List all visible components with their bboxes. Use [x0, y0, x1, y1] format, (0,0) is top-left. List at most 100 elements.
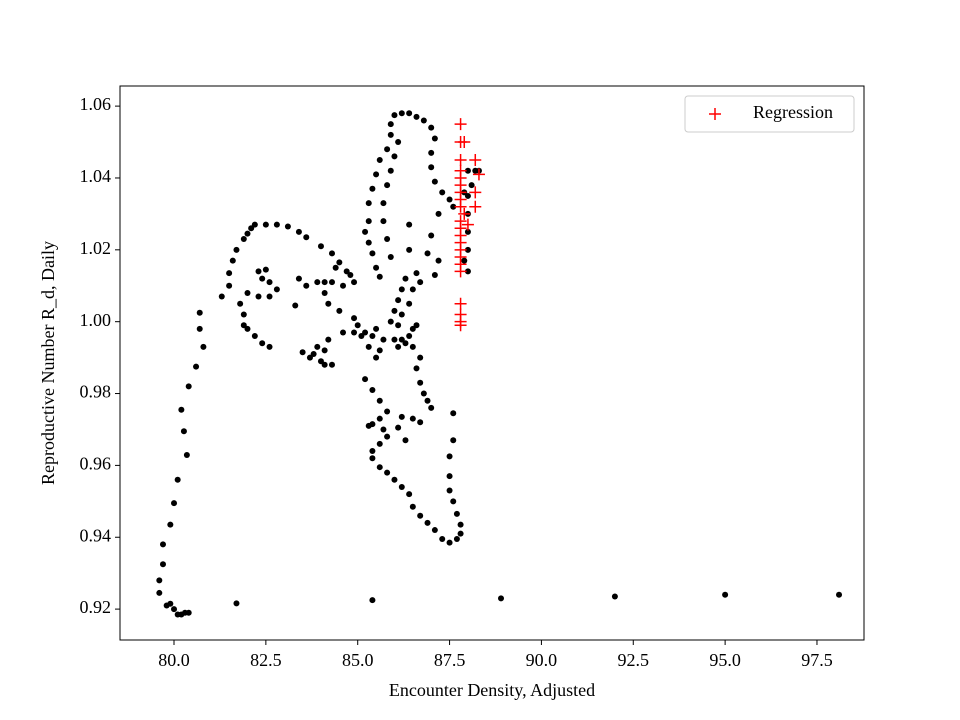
data-point [369, 250, 376, 257]
plot-area [156, 110, 843, 618]
data-point [387, 131, 394, 138]
data-point [722, 591, 729, 598]
data-point [431, 135, 438, 142]
data-point [431, 178, 438, 185]
axes-frame [119, 85, 865, 641]
data-point [255, 293, 262, 300]
data-point [435, 210, 442, 217]
data-point [251, 221, 258, 228]
data-point [196, 325, 203, 332]
data-point [398, 311, 405, 318]
x-tick-label: 87.5 [434, 650, 466, 670]
data-point [351, 279, 358, 286]
data-point [431, 527, 438, 534]
x-tick-label: 92.5 [618, 650, 650, 670]
data-point [450, 437, 457, 444]
data-point [406, 333, 413, 340]
data-point [464, 167, 471, 174]
data-point [314, 343, 321, 350]
data-point [420, 117, 427, 124]
data-point [292, 302, 299, 309]
data-point [373, 325, 380, 332]
data-point [464, 228, 471, 235]
data-point [295, 275, 302, 282]
data-point [384, 433, 391, 440]
data-point [310, 351, 317, 358]
data-point [376, 157, 383, 164]
data-point [461, 218, 474, 231]
data-point [387, 167, 394, 174]
y-tick-label: 0.96 [80, 454, 112, 474]
data-point [325, 336, 332, 343]
data-point [391, 336, 398, 343]
data-point [244, 289, 251, 296]
data-point [454, 154, 467, 167]
data-point [402, 437, 409, 444]
data-point [325, 300, 332, 307]
y-tick-label: 1.02 [80, 238, 112, 258]
data-point [365, 200, 372, 207]
data-point [450, 498, 457, 505]
data-point [395, 139, 402, 146]
data-point [454, 118, 467, 131]
data-point [413, 322, 420, 329]
data-point [461, 257, 468, 264]
data-point [259, 275, 266, 282]
data-point [406, 221, 413, 228]
data-point [226, 282, 233, 289]
data-point [351, 315, 358, 322]
data-point [428, 164, 435, 171]
data-point [343, 268, 350, 275]
data-point [183, 451, 190, 458]
data-point [262, 266, 269, 273]
x-tick-label: 97.5 [801, 650, 833, 670]
data-point [369, 455, 376, 462]
data-point [446, 473, 453, 480]
data-point [233, 600, 240, 607]
data-point [240, 236, 247, 243]
data-point [163, 602, 170, 609]
data-point [413, 270, 420, 277]
data-point [409, 503, 416, 510]
data-point [266, 279, 273, 286]
data-point [454, 297, 467, 310]
data-point [435, 257, 442, 264]
data-point [248, 225, 255, 232]
data-point [409, 325, 416, 332]
data-point [321, 279, 328, 286]
x-tick-label: 80.0 [158, 650, 190, 670]
data-point [373, 264, 380, 271]
data-point [391, 307, 398, 314]
data-point [413, 365, 420, 372]
y-axis-label: Reproductive Number R_d, Daily [38, 241, 58, 485]
data-point [171, 500, 178, 507]
data-point [454, 319, 467, 332]
data-point [384, 236, 391, 243]
data-point [464, 246, 471, 253]
data-point [406, 491, 413, 498]
data-point [167, 521, 174, 528]
x-axis-label: Encounter Density, Adjusted [389, 680, 595, 700]
data-point [439, 189, 446, 196]
y-tick-label: 1.04 [80, 166, 112, 186]
data-point [454, 265, 467, 278]
data-point [262, 221, 269, 228]
data-point [469, 186, 482, 199]
data-point [387, 254, 394, 261]
data-point [450, 410, 457, 417]
data-point [424, 397, 431, 404]
data-point [328, 361, 335, 368]
data-point [273, 221, 280, 228]
data-point [237, 300, 244, 307]
data-point [376, 397, 383, 404]
data-point [398, 483, 405, 490]
data-point [457, 530, 464, 537]
data-point [317, 243, 324, 250]
data-point [417, 512, 424, 519]
data-point [321, 347, 328, 354]
y-tick-label: 0.98 [80, 382, 112, 402]
data-point [156, 589, 163, 596]
data-point [458, 136, 471, 149]
data-point [424, 250, 431, 257]
